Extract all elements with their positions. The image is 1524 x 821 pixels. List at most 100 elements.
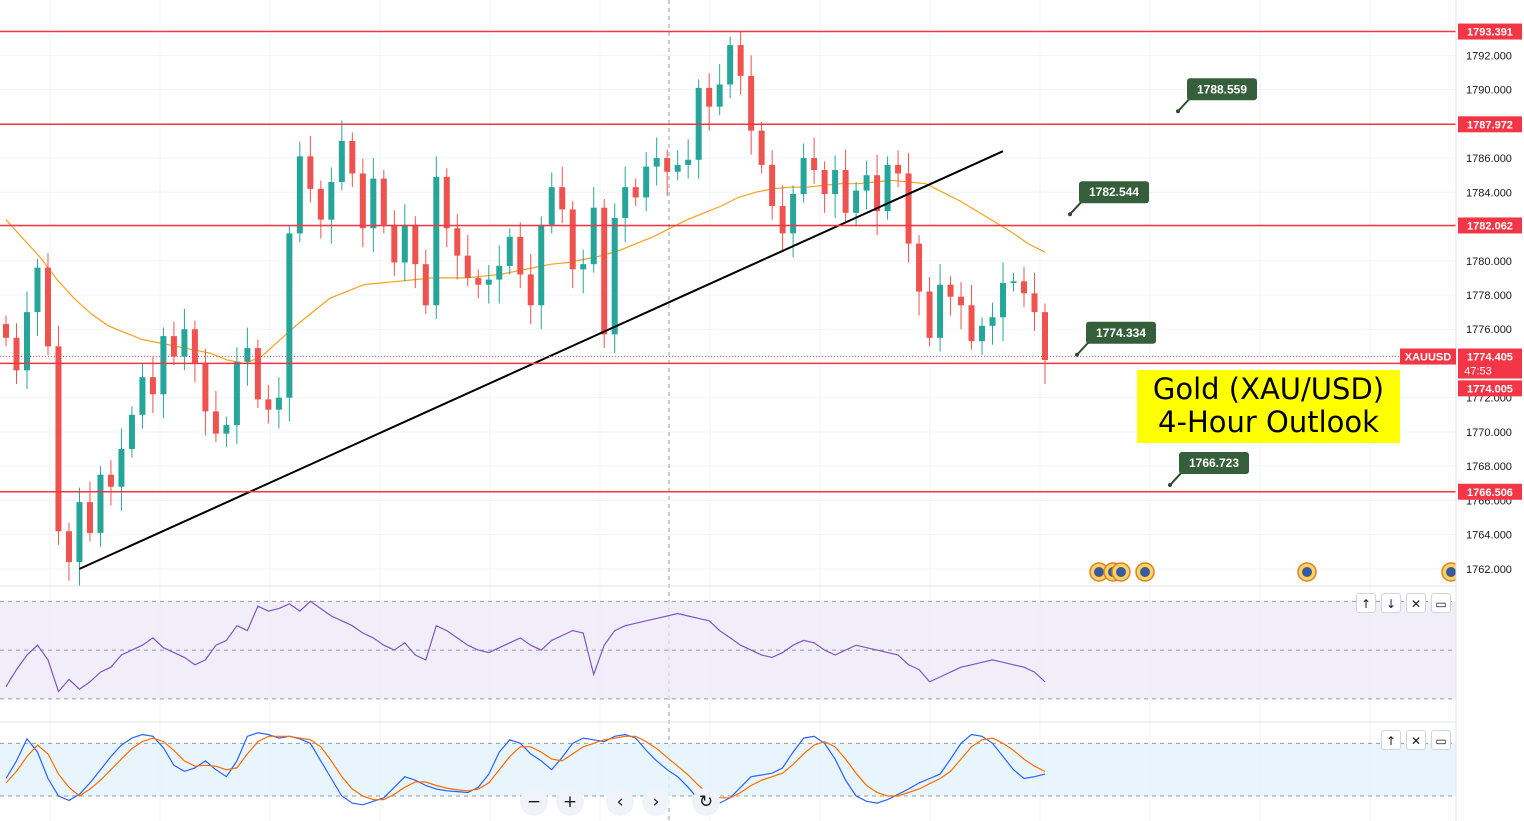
candle-body	[3, 324, 9, 338]
chart-title-box: Gold (XAU/USD) 4-Hour Outlook	[1137, 370, 1400, 443]
arrow-up-icon[interactable]: ↑	[1381, 730, 1401, 750]
candle-body	[895, 164, 902, 174]
candle-body	[370, 178, 377, 229]
stoch-band	[0, 743, 1456, 797]
candle-body	[328, 182, 335, 220]
callout-label: 1788.559	[1197, 82, 1247, 96]
candle-body	[569, 209, 576, 270]
callout-label: 1782.544	[1089, 185, 1139, 199]
candle-body	[223, 425, 230, 434]
callout-pointer	[1069, 200, 1083, 215]
callout-label: 1774.334	[1096, 326, 1146, 340]
candle-body	[128, 414, 135, 450]
candle-body	[790, 194, 797, 234]
chart-title-line1: Gold (XAU/USD)	[1152, 372, 1385, 406]
scroll-right-icon[interactable]: ›	[642, 788, 670, 816]
candle-body	[422, 264, 429, 306]
moving-average-line	[5, 179, 1046, 365]
candle-body	[706, 87, 713, 107]
level-price-tag	[1458, 116, 1522, 133]
candle-body	[874, 175, 881, 212]
rsi-line	[5, 600, 1046, 693]
candle-body	[254, 348, 261, 400]
close-icon[interactable]: ✕	[1406, 593, 1426, 613]
chart-title-line2: 4-Hour Outlook	[1158, 405, 1379, 439]
candle-body	[485, 279, 492, 285]
maximize-icon[interactable]: ▭	[1431, 593, 1451, 613]
callout-box	[1179, 452, 1249, 475]
candle-body	[212, 411, 219, 434]
callout-pointer	[1169, 471, 1183, 486]
candle-body	[517, 236, 524, 275]
candle-body	[296, 156, 303, 234]
candle-body	[44, 267, 51, 347]
candle-body	[800, 158, 807, 195]
zoom-out-icon[interactable]: −	[520, 788, 548, 816]
candle-body	[160, 336, 167, 395]
candle-body	[905, 173, 912, 244]
arrow-up-icon[interactable]: ↑	[1356, 593, 1376, 613]
event-flag-icon	[1302, 567, 1312, 577]
maximize-icon[interactable]: ▭	[1431, 730, 1451, 750]
price-axis-bg	[1456, 0, 1524, 821]
callout-anchor	[1075, 352, 1079, 357]
candle-body	[412, 224, 419, 265]
level-price-tag	[1458, 23, 1522, 40]
callout-box	[1086, 321, 1156, 344]
arrow-down-icon[interactable]: ↓	[1381, 593, 1401, 613]
candle-body	[821, 170, 828, 195]
level-price-label: 1782.062	[1467, 220, 1513, 232]
close-icon[interactable]: ✕	[1406, 730, 1426, 750]
ascending-trendline	[79, 150, 1004, 570]
candle-body	[433, 176, 440, 306]
symbol-tag	[1400, 348, 1456, 365]
event-flag-icon	[1094, 567, 1104, 577]
candle-body	[527, 274, 534, 306]
current-price-label: 1774.405	[1467, 352, 1513, 364]
candle-body	[349, 140, 356, 174]
candle-body	[475, 277, 482, 285]
candle-body	[244, 348, 251, 362]
candle-body	[76, 502, 83, 563]
candle-body	[275, 397, 282, 410]
price-tick-label: 1784.000	[1466, 187, 1512, 199]
candle-body	[538, 224, 545, 306]
candle-body	[779, 205, 786, 234]
callout-box	[1187, 78, 1257, 101]
scroll-left-icon[interactable]: ‹	[606, 788, 634, 816]
candle-body	[307, 156, 314, 189]
candle-body	[968, 305, 975, 342]
price-tick-label: 1768.000	[1466, 461, 1512, 473]
candle-body	[863, 175, 870, 191]
price-tick-label: 1790.000	[1466, 85, 1512, 97]
candle-body	[107, 474, 114, 487]
candle-body	[884, 164, 891, 212]
candle-body	[632, 187, 639, 198]
price-tick-label: 1778.000	[1466, 290, 1512, 302]
callout-anchor	[1176, 109, 1180, 114]
candle-body	[359, 173, 366, 229]
event-flag-icon	[1116, 567, 1126, 577]
candle-body	[548, 187, 555, 225]
reset-icon[interactable]: ↻	[692, 788, 720, 816]
candle-body	[559, 187, 566, 210]
candle-body	[611, 217, 618, 335]
level-price-label: 1766.506	[1467, 487, 1513, 499]
level-price-label: 1787.972	[1467, 119, 1513, 131]
price-tick-label: 1764.000	[1466, 530, 1512, 542]
candle-body	[13, 337, 20, 371]
candle-body	[842, 170, 849, 213]
candle-body	[97, 474, 104, 533]
candle-body	[664, 158, 671, 172]
candle-body	[716, 84, 723, 107]
candle-body	[1042, 312, 1048, 361]
event-flag-icon	[1140, 567, 1150, 577]
candle-body	[580, 264, 587, 270]
zoom-in-icon[interactable]: +	[556, 788, 584, 816]
level-price-label: 1793.391	[1467, 27, 1513, 39]
candle-body	[674, 164, 681, 172]
candle-body	[653, 158, 660, 167]
candle-body	[748, 75, 755, 131]
candle-body	[65, 531, 72, 563]
